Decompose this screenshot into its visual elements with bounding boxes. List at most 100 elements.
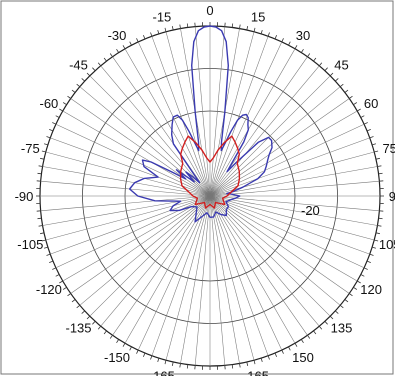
tick <box>172 362 173 366</box>
tick <box>330 316 333 319</box>
tick <box>137 350 139 354</box>
angle-label: 165 <box>247 369 269 376</box>
tick <box>187 365 188 369</box>
tick <box>325 68 328 71</box>
tick <box>39 226 43 227</box>
spoke-345 <box>166 32 210 196</box>
tick <box>151 33 152 37</box>
tick <box>82 78 85 81</box>
tick <box>44 247 48 248</box>
tick <box>275 35 277 39</box>
tick <box>261 358 262 362</box>
angle-label: 75 <box>382 141 395 156</box>
tick <box>72 90 75 92</box>
angle-label: 0 <box>206 3 213 18</box>
angle-label: 30 <box>296 28 310 43</box>
tick <box>364 268 368 270</box>
tick <box>340 305 343 308</box>
tick <box>63 287 66 289</box>
tick <box>240 363 241 367</box>
spoke-255 <box>46 196 210 240</box>
tick <box>151 356 152 360</box>
angle-label: -75 <box>21 141 40 156</box>
tick <box>92 321 95 324</box>
tick <box>374 240 378 241</box>
tick <box>158 30 159 34</box>
tick <box>377 226 381 227</box>
tick <box>268 33 269 37</box>
spoke-110 <box>210 196 370 254</box>
tick <box>308 335 310 338</box>
tick <box>261 30 262 34</box>
spoke-70 <box>210 138 370 196</box>
tick <box>130 42 132 46</box>
tick <box>374 151 378 152</box>
tick <box>376 158 380 159</box>
tick <box>240 25 241 29</box>
tick <box>172 26 173 30</box>
tick <box>314 58 316 61</box>
tick <box>42 151 46 152</box>
tick <box>98 63 101 66</box>
tick <box>52 123 56 125</box>
tick <box>123 343 125 347</box>
tick <box>377 166 381 167</box>
angle-label: -45 <box>69 58 88 73</box>
tick <box>376 233 380 234</box>
angle-label: 15 <box>251 9 265 24</box>
tick <box>110 335 112 338</box>
angle-label: -105 <box>17 237 43 252</box>
tick <box>77 305 80 308</box>
tick <box>295 45 297 49</box>
tick <box>370 254 374 255</box>
tick <box>330 73 333 76</box>
tick <box>357 109 361 111</box>
tick <box>137 38 139 42</box>
tick <box>38 218 42 219</box>
tick <box>77 84 80 87</box>
tick <box>104 331 106 334</box>
spoke-155 <box>210 196 282 350</box>
tick <box>40 233 44 234</box>
tick <box>49 261 53 263</box>
tick <box>379 218 383 219</box>
tick <box>308 54 310 57</box>
tick <box>353 103 356 105</box>
spoke-115 <box>210 196 364 268</box>
angle-label: 60 <box>364 96 378 111</box>
tick <box>47 137 51 138</box>
angle-label: -150 <box>104 350 130 365</box>
angle-label: 150 <box>292 350 314 365</box>
angle-label: -60 <box>40 96 59 111</box>
tick <box>361 116 365 118</box>
angle-label: -165 <box>149 369 175 376</box>
tick <box>40 158 44 159</box>
tick <box>87 316 90 319</box>
tick <box>247 362 248 366</box>
angle-label: -15 <box>153 9 172 24</box>
tick <box>289 347 291 351</box>
tick <box>104 58 106 61</box>
angle-label: 135 <box>331 321 353 336</box>
tick <box>110 54 112 57</box>
tick <box>325 321 328 324</box>
radial-scale-label: -20 <box>301 203 320 218</box>
spoke-250 <box>50 196 210 254</box>
tick <box>335 78 338 81</box>
tick <box>49 129 53 131</box>
tick <box>268 356 269 360</box>
tick <box>301 339 303 342</box>
tick <box>52 268 56 270</box>
tick <box>282 350 284 354</box>
tick <box>44 144 48 145</box>
tick <box>92 68 95 71</box>
tick <box>379 173 383 174</box>
tick <box>232 24 233 28</box>
tick <box>319 326 322 329</box>
tick <box>345 90 348 92</box>
tick <box>349 294 352 296</box>
tick <box>165 28 166 32</box>
tick <box>87 73 90 76</box>
tick <box>289 42 291 46</box>
